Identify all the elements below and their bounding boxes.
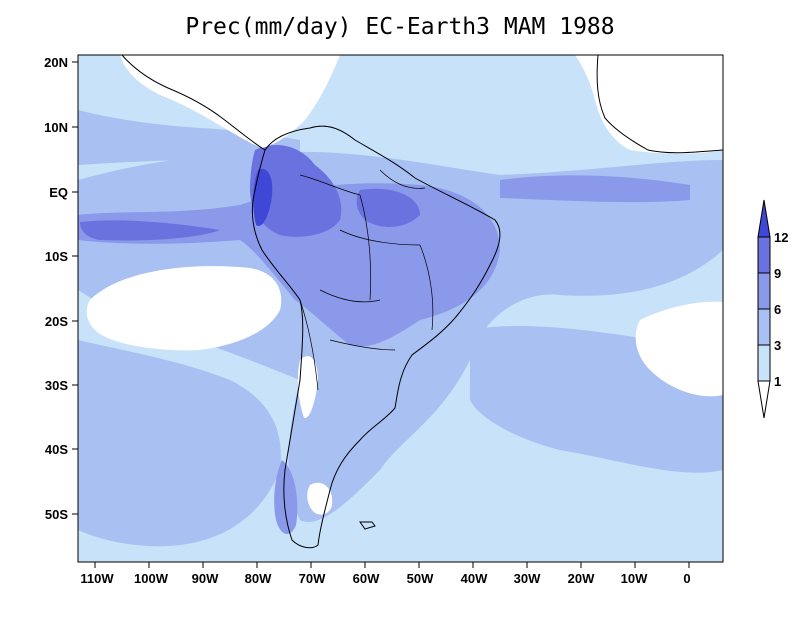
country-borders: [299, 169, 434, 391]
lat-tick-label: 40S: [45, 442, 68, 457]
lon-tick-label: 70W: [299, 571, 326, 586]
precip-band-below-1: [86, 266, 282, 351]
lon-tick-label: 80W: [245, 571, 272, 586]
lon-tick-label: 30W: [514, 571, 541, 586]
central-america-coastline: [121, 55, 266, 151]
precip-band-12-plus: [253, 168, 273, 226]
colorbar-label: 12: [774, 230, 788, 245]
precip-band-below-1: [120, 55, 340, 148]
precip-band-3-6: [78, 151, 723, 522]
lon-tick-label: 0: [683, 571, 690, 586]
colorbar-label: 9: [774, 266, 781, 281]
colorbar-label: 3: [774, 338, 781, 353]
falkland-islands: [359, 521, 376, 530]
colorbar-segment: [757, 236, 771, 274]
precip-band-3-6: [78, 340, 281, 547]
lat-tick-label: 30S: [45, 378, 68, 393]
colorbar-under-arrow: [757, 380, 771, 419]
lat-tick-label: 10N: [44, 120, 68, 135]
lat-tick-label: 20S: [45, 314, 68, 329]
plot-frame: [77, 54, 724, 563]
precip-band-9-12: [250, 145, 342, 237]
africa-coastline: [596, 55, 723, 154]
colorbar-over-arrow: [757, 199, 771, 238]
precip-band-9-12: [80, 220, 220, 241]
lon-tick-label: 110W: [80, 571, 114, 586]
precip-band-below-1: [297, 356, 318, 419]
colorbar-segment: [757, 308, 771, 346]
colorbar-label: 6: [774, 302, 781, 317]
colorbar-labels: 1 3 6 9 12: [774, 230, 788, 389]
precip-band-6-9: [500, 175, 690, 203]
precip-band-9-12: [356, 188, 420, 227]
lon-tick-label: 20W: [568, 571, 595, 586]
colorbar-label: 1: [774, 374, 781, 389]
lon-tick-label: 60W: [353, 571, 380, 586]
lon-tick-label: 10W: [621, 571, 648, 586]
lat-tick-label: EQ: [49, 185, 68, 200]
map-title: Prec(mm/day) EC-Earth3 MAM 1988: [185, 14, 615, 40]
lat-tick-label: 50S: [45, 507, 68, 522]
lon-tick-label: 40W: [461, 571, 488, 586]
precip-band-below-1: [575, 55, 723, 154]
lat-axis: 20N 10N EQ 10S 20S 30S 40S 50S: [44, 55, 78, 522]
precip-band-3-6: [78, 110, 300, 165]
lon-axis: 110W 100W 90W 80W 70W 60W 50W 40W 30W 20…: [80, 562, 691, 586]
lat-tick-label: 10S: [45, 249, 68, 264]
precip-band-6-9: [274, 460, 298, 535]
coastlines: [121, 55, 723, 549]
lat-tick-label: 20N: [44, 55, 68, 70]
lon-tick-label: 50W: [407, 571, 434, 586]
colorbar: [757, 199, 771, 419]
colorbar-segment: [757, 272, 771, 310]
lon-tick-label: 100W: [134, 571, 169, 586]
precip-field: [78, 55, 723, 549]
colorbar-segment: [757, 344, 771, 382]
lon-tick-label: 90W: [192, 571, 219, 586]
precip-band-below-1: [635, 301, 723, 397]
